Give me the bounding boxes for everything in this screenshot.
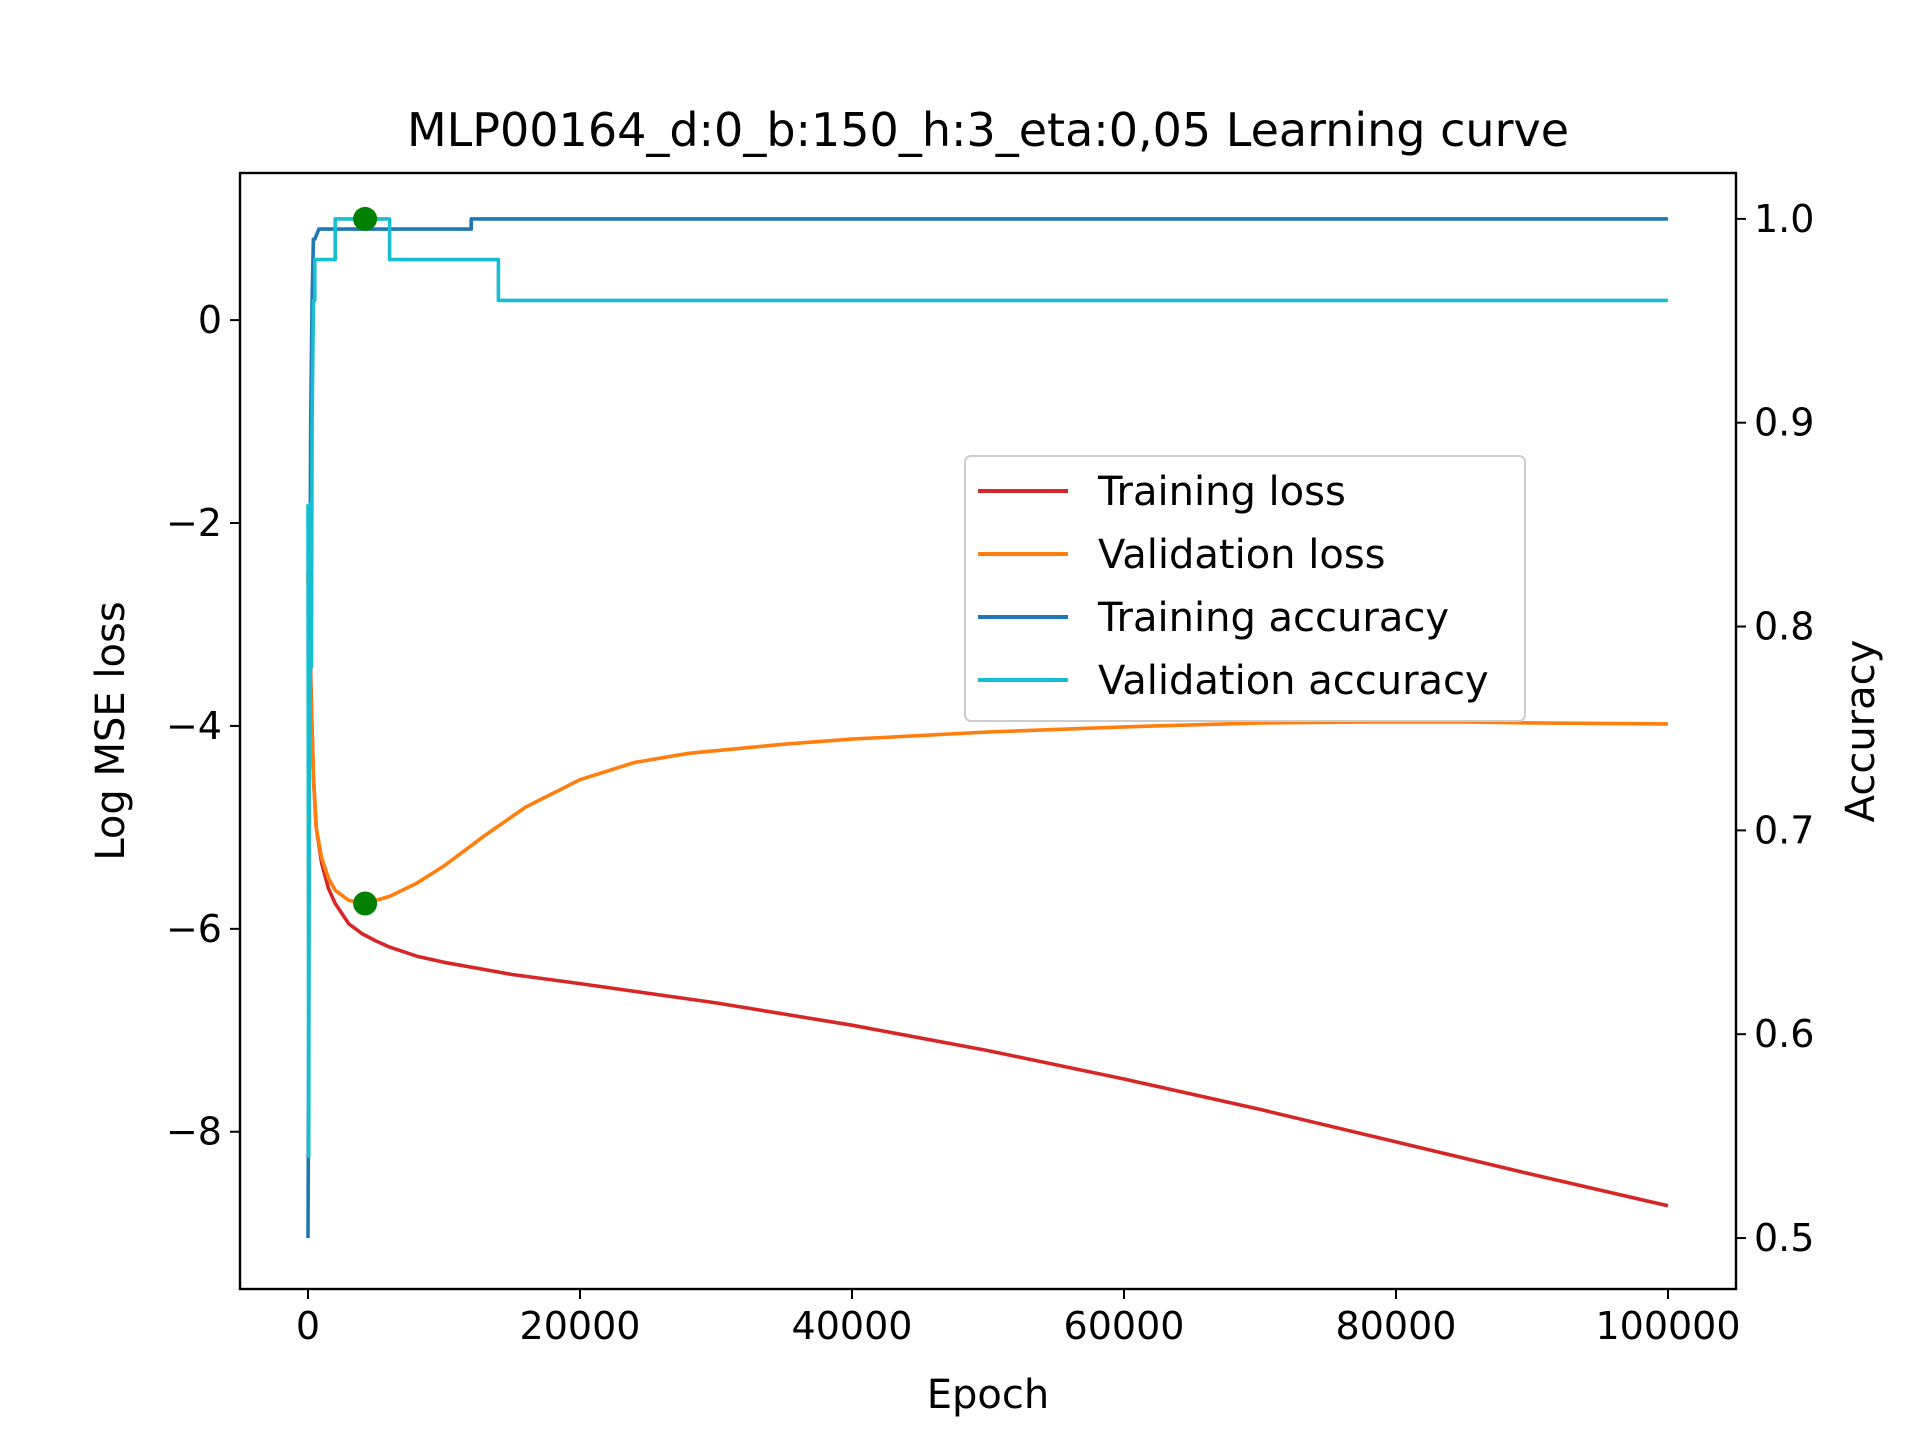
y-tick-label: −8 [166,1110,222,1154]
x-tick-label: 60000 [1064,1304,1185,1348]
x-axis-label: Epoch [927,1372,1049,1418]
legend: Training loss Validation loss Training acc… [964,455,1526,722]
y-tick-label: −2 [166,501,222,545]
legend-label-validation-loss: Validation loss [1098,532,1386,578]
legend-label-validation-accuracy: Validation accuracy [1098,658,1489,704]
legend-label-training-loss: Training loss [1097,469,1346,515]
y-tick-label: −4 [166,704,222,748]
legend-label-training-accuracy: Training accuracy [1097,595,1449,641]
x-tick-label: 80000 [1336,1304,1457,1348]
y2-tick-label: 0.8 [1754,605,1814,649]
series-line-validation-accuracy [306,217,1668,1159]
best-epoch-marker-accuracy [353,206,378,231]
y-axis-label: Log MSE loss [88,601,134,860]
y-axis-ticks: 0 −2 −4 −6 −8 [166,298,240,1154]
x-axis-ticks: 0 20000 40000 60000 80000 100000 [296,1289,1741,1348]
plot-frame [238,171,1738,1291]
legend-frame [964,455,1526,722]
x-tick-label: 100000 [1595,1304,1740,1348]
y2-axis-ticks: 1.0 0.9 0.8 0.7 0.6 0.5 [1736,197,1814,1260]
x-tick-label: 0 [296,1304,320,1348]
y2-tick-label: 0.5 [1754,1216,1814,1260]
y2-tick-label: 0.9 [1754,401,1814,445]
y-tick-label: 0 [198,298,222,342]
best-epoch-marker-loss [353,891,378,916]
x-tick-label: 40000 [792,1304,913,1348]
y2-tick-label: 1.0 [1754,197,1814,241]
y2-tick-label: 0.6 [1754,1012,1814,1056]
y2-axis-label: Accuracy [1838,640,1884,823]
chart-title: MLP00164_d:0_b:150_h:3_eta:0,05 Learning… [407,103,1569,157]
y2-tick-label: 0.7 [1754,808,1814,852]
plot-lines [306,217,1669,1239]
plot-markers [353,206,378,916]
x-tick-label: 20000 [520,1304,641,1348]
series-line-validation-loss [306,573,1669,906]
y-tick-label: −6 [166,907,222,951]
